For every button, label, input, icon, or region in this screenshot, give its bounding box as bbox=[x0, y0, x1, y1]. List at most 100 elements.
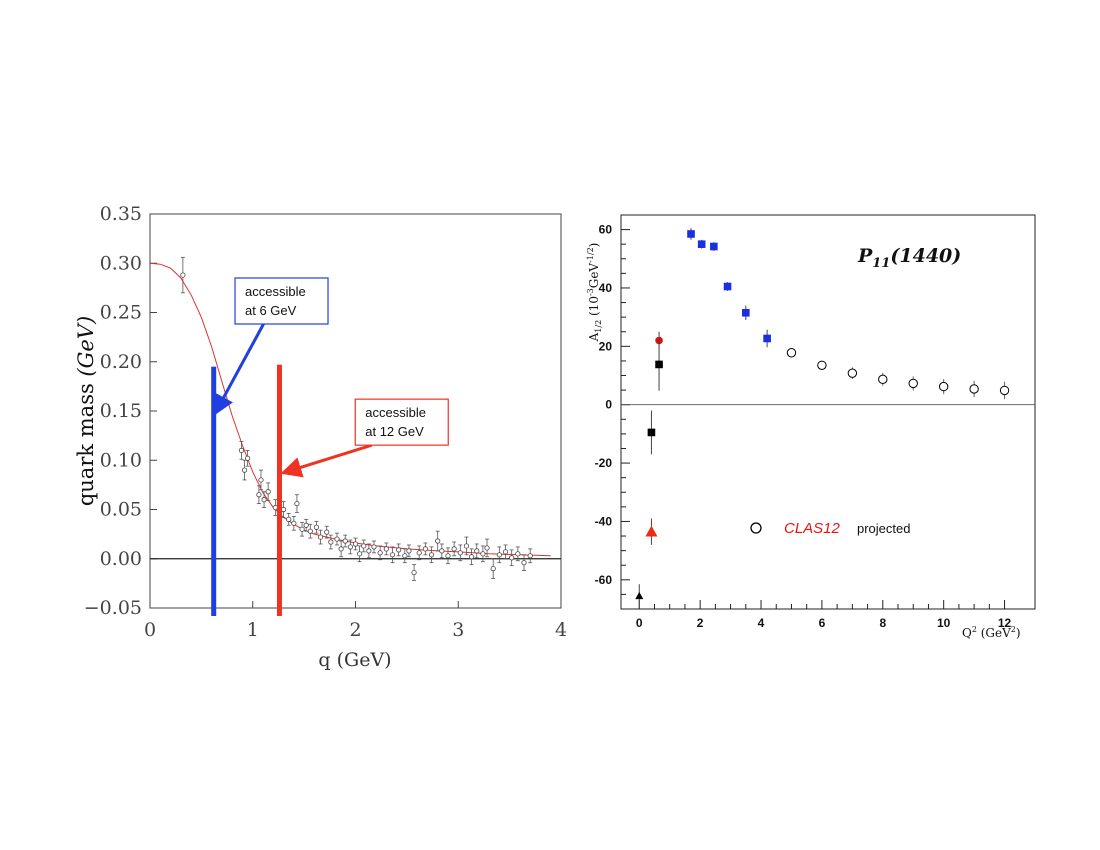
right-y-tick-label: -40 bbox=[595, 514, 613, 528]
right-xlabel-sup: 2 bbox=[972, 625, 977, 634]
left-data-point bbox=[366, 543, 372, 559]
right-ylabel-text: (10 bbox=[587, 296, 601, 320]
left-data-point bbox=[361, 539, 367, 553]
right-y-tick-label: 0 bbox=[605, 398, 612, 412]
left-data-point bbox=[484, 538, 490, 558]
helicity-amplitude-chart: 0 2 4 6 8 10 12 -60 -40 -20 0 20 40 60 P11(1440) A1/2… bbox=[586, 214, 1036, 640]
left-data-point bbox=[428, 546, 435, 564]
left-data-point bbox=[328, 534, 334, 550]
right-x-axis-label: Q2 (GeV2) bbox=[962, 625, 1021, 640]
left-data-point bbox=[180, 256, 186, 294]
left-data-point bbox=[402, 548, 408, 564]
left-data-point bbox=[245, 449, 251, 467]
left-data-point bbox=[317, 529, 324, 545]
annotation-box-frame bbox=[234, 277, 329, 325]
left-y-tick-label: 0.30 bbox=[100, 252, 142, 274]
right-ylabel-sup: -3 bbox=[586, 288, 595, 296]
left-x-tick-label: 1 bbox=[247, 619, 259, 641]
left-data-points bbox=[180, 256, 533, 581]
left-data-point bbox=[286, 513, 292, 526]
right-data-point bbox=[786, 348, 797, 358]
left-accessible-bands bbox=[211, 364, 282, 616]
left-data-point bbox=[527, 548, 533, 564]
right-xlabel-text: (GeV bbox=[977, 626, 1011, 640]
left-data-point bbox=[422, 542, 428, 556]
right-y-tick-label: 40 bbox=[599, 281, 613, 295]
annotation-arrow bbox=[280, 443, 373, 478]
right-legend: CLAS12 projected bbox=[750, 520, 910, 537]
right-data-point bbox=[655, 338, 663, 391]
left-data-point bbox=[272, 499, 278, 516]
left-data-point bbox=[241, 459, 248, 481]
left-data-point bbox=[338, 540, 344, 558]
right-title-main: P bbox=[857, 245, 873, 267]
right-x-tick-label: 2 bbox=[697, 616, 704, 630]
left-x-tick-label: 4 bbox=[555, 619, 567, 641]
right-y-tick-label: -60 bbox=[595, 573, 613, 587]
right-data-point bbox=[969, 380, 979, 398]
left-y-tick-label: 0.10 bbox=[100, 449, 142, 471]
left-data-point bbox=[280, 501, 287, 518]
left-data-point bbox=[256, 485, 262, 504]
left-data-point bbox=[396, 543, 402, 557]
left-data-point bbox=[463, 536, 470, 556]
left-y-tick-label: −0.05 bbox=[84, 597, 142, 619]
left-data-point bbox=[313, 520, 320, 534]
annotation-text: accessible bbox=[245, 284, 306, 299]
right-y-axis-label: A1/2 (10-3GeV-1/2) bbox=[586, 243, 603, 343]
left-data-point bbox=[371, 540, 377, 554]
left-y-axis-label-prefix: quark mass bbox=[74, 377, 98, 507]
right-ylabel-close: ) bbox=[587, 243, 601, 248]
right-ylabel-unit: GeV bbox=[587, 263, 601, 289]
left-data-point bbox=[357, 545, 363, 563]
left-accessible-band bbox=[276, 364, 282, 616]
right-data-point bbox=[697, 239, 706, 249]
left-y-axis-label: quark mass (GeV) bbox=[74, 316, 98, 506]
right-x-tick-label: 8 bbox=[879, 616, 886, 630]
right-y-tick-label: -20 bbox=[595, 456, 613, 470]
right-data-point bbox=[817, 360, 827, 371]
right-x-tick-label: 4 bbox=[758, 616, 765, 630]
legend-open-circle-marker bbox=[750, 522, 762, 534]
legend-clas12-label: CLAS12 bbox=[784, 520, 841, 537]
left-data-point bbox=[480, 545, 486, 563]
left-y-tick-label: 0.20 bbox=[100, 351, 142, 373]
right-plot-frame bbox=[620, 214, 1036, 610]
left-data-point bbox=[502, 544, 509, 560]
right-x-tick-label: 0 bbox=[636, 616, 643, 630]
right-y-tick-label: 60 bbox=[599, 223, 613, 237]
left-data-point bbox=[435, 530, 441, 552]
left-data-point bbox=[389, 546, 396, 564]
left-data-point bbox=[307, 523, 313, 539]
left-data-point bbox=[334, 532, 340, 546]
left-annotation-box: accessible at 12 GeV bbox=[280, 398, 449, 478]
right-xlabel-unit-sup: 2 bbox=[1011, 625, 1016, 634]
left-data-point bbox=[451, 541, 457, 557]
left-data-point bbox=[515, 546, 521, 562]
right-data-point bbox=[878, 372, 888, 386]
left-data-point bbox=[347, 539, 353, 555]
right-ylabel-main: A bbox=[587, 332, 601, 342]
right-data-points bbox=[635, 228, 1010, 608]
right-data-point bbox=[710, 242, 718, 251]
left-data-point bbox=[509, 549, 515, 567]
right-title-sub: 11 bbox=[872, 256, 890, 271]
right-data-point bbox=[938, 379, 949, 395]
left-data-point bbox=[496, 546, 502, 564]
left-x-axis-label: q (GeV) bbox=[318, 649, 391, 671]
right-title-rest: (1440) bbox=[890, 245, 961, 267]
left-data-point bbox=[352, 537, 359, 551]
left-data-point bbox=[383, 542, 389, 556]
left-data-point bbox=[406, 544, 412, 558]
left-fit-curve bbox=[149, 262, 551, 557]
left-data-point bbox=[303, 518, 309, 532]
left-data-point bbox=[265, 482, 271, 502]
right-ylabel-unit-sup: -1/2 bbox=[586, 247, 595, 263]
annotation-box-frame bbox=[354, 398, 449, 446]
left-data-point bbox=[445, 547, 451, 565]
left-data-point bbox=[324, 525, 330, 539]
left-y-axis-label-unit: (GeV) bbox=[74, 316, 98, 377]
annotation-text: accessible bbox=[365, 405, 426, 420]
left-y-tick-label: 0.00 bbox=[100, 548, 142, 570]
left-axis-ticks: 0 1 2 3 4 −0.05 0.00 0.05 0.10 0.15 0.20 0.25 0.30 0.… bbox=[84, 203, 567, 641]
